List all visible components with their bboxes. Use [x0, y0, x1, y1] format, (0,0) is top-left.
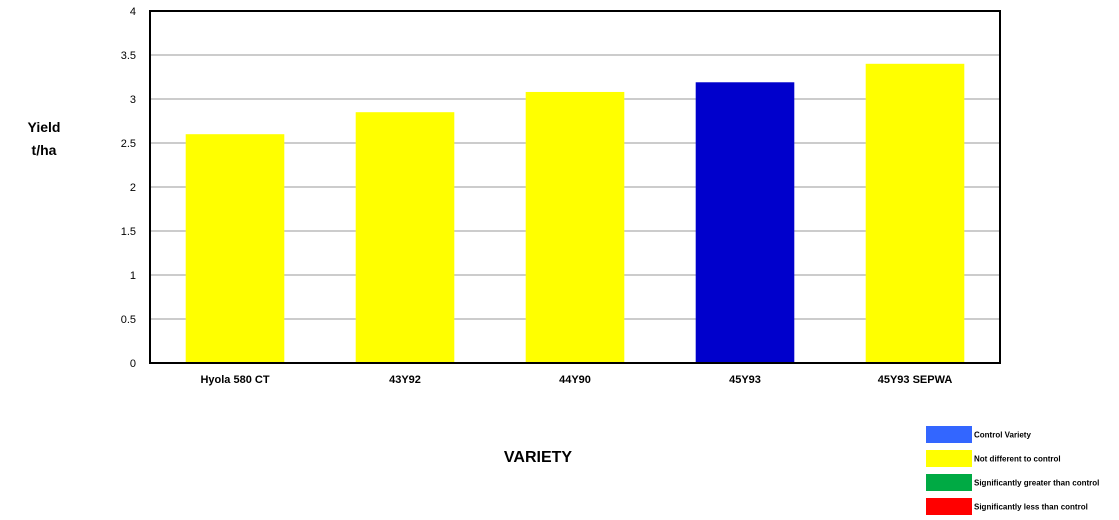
- y-tick-label: 4: [130, 6, 136, 18]
- y-tick-label: 2.5: [121, 138, 136, 150]
- y-tick-label: 0.5: [121, 314, 136, 326]
- plot-frame: [149, 10, 1001, 364]
- legend-swatch: [926, 474, 972, 491]
- bar: [355, 112, 455, 363]
- y-tick-label: 3.5: [121, 50, 136, 62]
- x-tick-labels: Hyola 580 CT 43Y92 44Y90 45Y93 45Y93 SEPWA: [200, 374, 952, 386]
- y-tick-labels: 0 0.5 1 1.5 2 2.5 3 3.5 4: [121, 6, 136, 370]
- bars: [185, 63, 965, 364]
- bar: [695, 82, 795, 363]
- x-tick-label: 45Y93 SEPWA: [878, 374, 953, 386]
- bar: [185, 134, 285, 363]
- legend-label: Significantly greater than control: [974, 479, 1099, 488]
- legend-swatch: [926, 426, 972, 443]
- y-axis-label-line-1: Yield: [28, 119, 61, 135]
- x-tick-label: 45Y93: [729, 374, 761, 386]
- legend: Control Variety Not different to control S…: [926, 426, 1099, 515]
- legend-swatch: [926, 450, 972, 467]
- y-tick-label: 3: [130, 94, 136, 106]
- bar: [865, 63, 965, 364]
- x-axis-label: VARIETY: [504, 449, 572, 466]
- y-tick-label: 1.5: [121, 226, 136, 238]
- bar: [525, 91, 625, 364]
- y-axis-label-line-2: t/ha: [32, 142, 57, 158]
- y-tick-label: 2: [130, 182, 136, 194]
- x-tick-label: Hyola 580 CT: [200, 374, 269, 386]
- x-tick-label: 44Y90: [559, 374, 591, 386]
- legend-label: Not different to control: [974, 455, 1061, 464]
- y-tick-label: 1: [130, 270, 136, 282]
- y-tick-label: 0: [130, 358, 136, 370]
- legend-swatch: [926, 498, 972, 515]
- legend-label: Significantly less than control: [974, 503, 1088, 512]
- legend-label: Control Variety: [974, 431, 1031, 440]
- x-tick-label: 43Y92: [389, 374, 421, 386]
